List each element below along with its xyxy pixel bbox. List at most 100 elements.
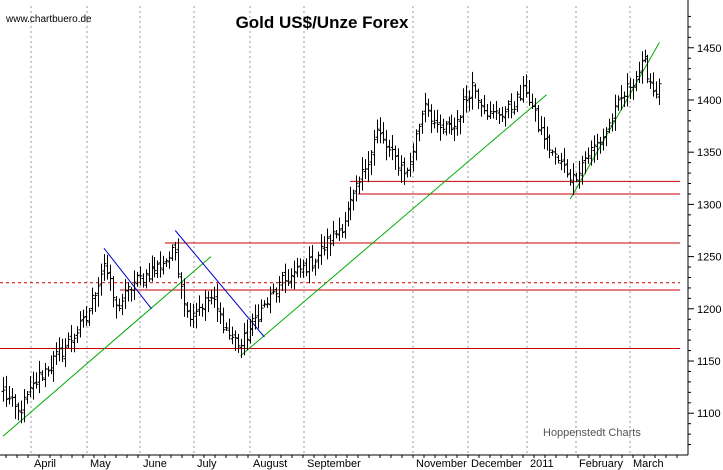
price-bar — [390, 135, 395, 161]
price-bar — [262, 300, 267, 308]
price-bar — [622, 91, 627, 108]
price-bar — [224, 322, 229, 331]
price-bar — [586, 147, 591, 164]
price-bar — [236, 333, 241, 353]
price-bar — [583, 151, 588, 174]
price-bar — [634, 71, 639, 92]
price-bar — [619, 84, 624, 111]
price-bar — [298, 258, 303, 278]
price-bar — [28, 376, 33, 398]
price-bar — [271, 283, 276, 295]
price-bar — [512, 101, 517, 115]
price-bar — [598, 136, 603, 154]
y-tick-label: 1450 — [697, 43, 721, 55]
price-bar — [144, 269, 149, 289]
price-bar — [393, 145, 398, 170]
price-bar — [372, 129, 377, 166]
price-bar — [375, 119, 380, 144]
price-bar — [84, 306, 89, 326]
price-bar — [384, 130, 389, 161]
y-tick-label: 1350 — [697, 147, 721, 159]
price-bar — [34, 372, 39, 389]
trendline — [174, 230, 265, 338]
price-bar — [503, 106, 508, 127]
price-bar — [310, 245, 315, 272]
price-bar — [54, 342, 59, 365]
price-bar — [60, 338, 65, 363]
price-bar — [129, 287, 134, 302]
price-bar — [613, 94, 618, 131]
price-bar — [37, 360, 42, 394]
price-bar — [527, 79, 532, 106]
y-tick-label: 1150 — [697, 356, 721, 368]
price-bar — [16, 402, 21, 421]
price-bar — [399, 155, 404, 183]
price-bar — [170, 244, 175, 261]
price-bar — [455, 110, 460, 136]
price-bar — [479, 98, 484, 117]
price-bar — [194, 302, 199, 329]
price-bar — [601, 128, 606, 151]
price-bar — [242, 322, 247, 356]
price-bar — [559, 152, 564, 171]
price-bar — [117, 298, 122, 312]
price-bar — [78, 311, 83, 338]
price-bar — [464, 85, 469, 113]
price-bar — [99, 263, 104, 296]
price-bar — [432, 110, 437, 129]
price-bar — [542, 117, 547, 150]
chart-title: Gold US$/Unze Forex — [236, 13, 409, 32]
price-bar — [126, 282, 131, 302]
price-bar — [482, 94, 487, 115]
price-bar — [643, 49, 648, 63]
price-bar — [4, 375, 9, 407]
price-bar — [259, 299, 264, 323]
price-bar — [81, 309, 86, 328]
price-bar — [539, 116, 544, 135]
price-bar — [441, 118, 446, 135]
price-bar — [185, 301, 190, 318]
price-bar — [500, 106, 505, 122]
price-bar — [334, 229, 339, 239]
price-bar — [408, 152, 413, 177]
price-bar — [322, 236, 327, 256]
price-bar — [108, 264, 113, 291]
price-bar — [304, 258, 309, 277]
price-bar — [173, 241, 178, 261]
price-bar — [75, 326, 80, 343]
price-bar — [135, 271, 140, 287]
price-bar — [553, 147, 558, 165]
price-bar — [96, 277, 101, 307]
price-bar — [212, 286, 217, 308]
price-bar — [286, 269, 291, 286]
price-bar — [253, 304, 258, 330]
price-bar — [188, 302, 193, 327]
price-bar — [348, 186, 353, 221]
price-bar — [209, 290, 214, 305]
x-tick-label: 2011 — [530, 458, 554, 470]
price-bar — [141, 273, 146, 288]
price-bar — [123, 279, 128, 310]
trendlines — [2, 42, 660, 437]
price-bar — [319, 234, 324, 265]
price-bar — [274, 287, 279, 303]
price-bar — [488, 101, 493, 119]
price-bar — [191, 303, 196, 328]
price-bar — [150, 255, 155, 282]
price-bar — [657, 78, 662, 105]
price-bar — [556, 154, 561, 164]
price-bar — [340, 223, 345, 238]
price-bar — [565, 159, 570, 178]
price-bar — [265, 297, 270, 309]
trendline — [569, 42, 660, 200]
price-bar — [114, 296, 119, 319]
price-bar — [562, 148, 567, 173]
x-tick-label: June — [143, 458, 167, 470]
price-bar — [72, 333, 77, 353]
price-bar — [387, 139, 392, 157]
price-bar — [250, 313, 255, 336]
price-bar — [57, 337, 62, 362]
price-bar — [66, 332, 71, 348]
price-bars — [1, 49, 662, 424]
trendline — [2, 256, 212, 437]
